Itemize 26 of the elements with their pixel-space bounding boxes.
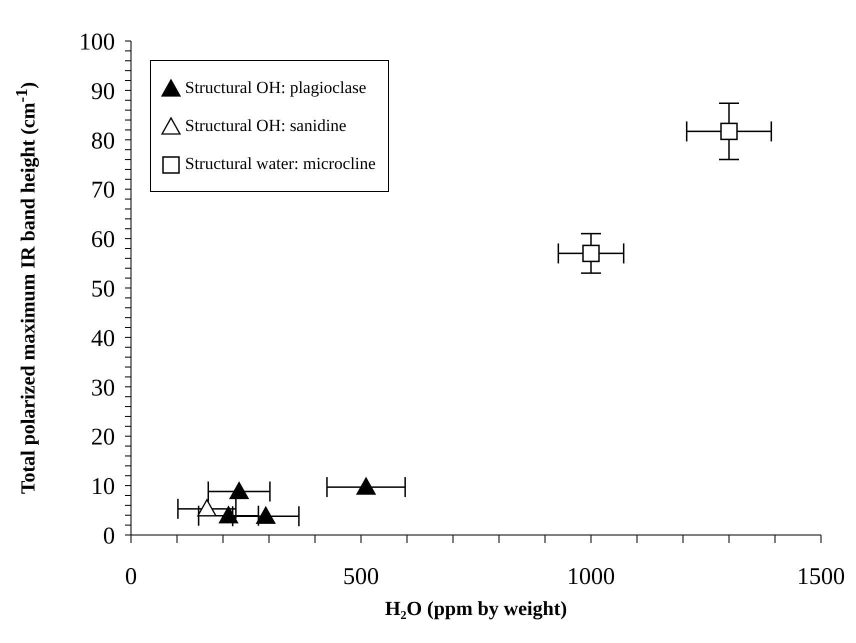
x-tick-label: 0 (125, 564, 137, 590)
point (720, 122, 738, 140)
y-tick-label: 50 (91, 276, 115, 303)
y-tick-label: 60 (91, 227, 115, 254)
x-tick-label: 1500 (797, 564, 845, 590)
y-tick-label: 30 (91, 375, 115, 402)
y-tick-label: 90 (91, 78, 115, 105)
y-tick-label: 70 (91, 178, 115, 204)
legend-label: Structural OH: plagioclase (185, 78, 366, 98)
y-tick-label: 100 (79, 30, 115, 56)
y-tick-label: 0 (103, 524, 115, 550)
y-tick-label: 40 (91, 326, 115, 352)
y-tick-label: 80 (91, 128, 115, 154)
legend-label: Structural OH: sanidine (185, 116, 346, 136)
x-axis-title: H₂O (ppm by weight) (384, 598, 568, 621)
y-tick-label: 20 (91, 424, 115, 451)
x-tick-label: 500 (343, 564, 379, 590)
legend-label: Structural water: microcline (185, 154, 376, 174)
point (218, 506, 238, 524)
x-tick-label: 1000 (567, 564, 615, 590)
point (197, 499, 217, 516)
point (582, 244, 600, 262)
y-tick-label: 10 (91, 474, 115, 500)
point (256, 506, 276, 524)
point (229, 482, 249, 500)
point (356, 477, 376, 495)
